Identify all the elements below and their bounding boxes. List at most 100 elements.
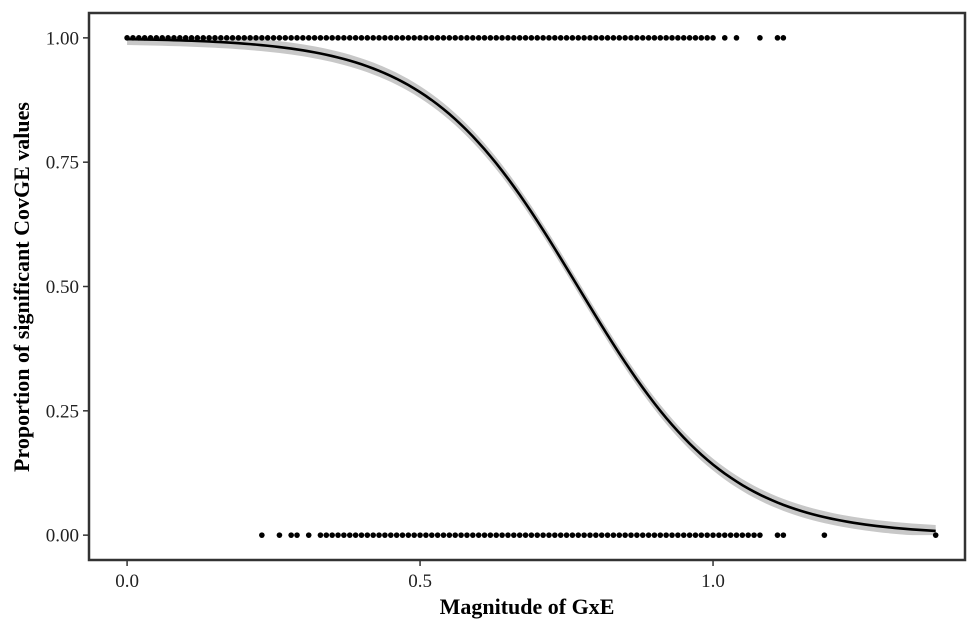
- data-point: [417, 35, 423, 41]
- data-point: [634, 35, 640, 41]
- data-point: [692, 35, 699, 41]
- y-tick-label: 0.75: [46, 153, 79, 174]
- data-point: [780, 532, 787, 538]
- data-point: [698, 35, 705, 41]
- data-point: [657, 532, 664, 538]
- data-point: [487, 35, 494, 41]
- data-point: [751, 532, 757, 538]
- data-point: [294, 35, 300, 41]
- data-point: [229, 35, 236, 41]
- x-axis: 0.0 0.5 1.0: [115, 560, 725, 592]
- data-point: [446, 532, 453, 538]
- data-point: [622, 532, 628, 538]
- data-point: [270, 35, 277, 41]
- data-point: [516, 35, 523, 41]
- fit-curve: [127, 37, 936, 533]
- data-point: [434, 532, 441, 538]
- data-point: [452, 35, 459, 41]
- data-point: [774, 532, 781, 538]
- data-point: [329, 35, 335, 41]
- data-point: [780, 35, 787, 41]
- data-point: [616, 532, 623, 538]
- data-point: [639, 35, 646, 41]
- data-point: [276, 532, 283, 538]
- y-tick-label: 0.50: [46, 277, 79, 298]
- data-point: [563, 532, 570, 538]
- data-point: [727, 532, 734, 538]
- data-point: [540, 35, 546, 41]
- data-point: [739, 532, 746, 538]
- data-point: [581, 35, 587, 41]
- y-tick-label: 1.00: [46, 28, 79, 49]
- data-point: [276, 35, 283, 41]
- data-point: [305, 532, 312, 538]
- data-point: [593, 35, 599, 41]
- data-point: [552, 532, 558, 538]
- data-point: [382, 532, 388, 538]
- data-point: [587, 532, 593, 538]
- data-point: [552, 35, 558, 41]
- data-point: [710, 532, 716, 538]
- y-axis-title: Proportion of significant CovGE values: [9, 102, 34, 472]
- data-point: [651, 532, 658, 538]
- data-point: [534, 532, 541, 538]
- data-point: [393, 35, 400, 41]
- data-point: [335, 532, 341, 538]
- data-point: [288, 35, 294, 41]
- data-point: [323, 35, 330, 41]
- data-point: [341, 35, 347, 41]
- data-point: [481, 35, 488, 41]
- data-point: [932, 532, 939, 538]
- data-point: [557, 35, 564, 41]
- data-point: [335, 35, 341, 41]
- data-point: [434, 35, 441, 41]
- data-point: [628, 532, 634, 538]
- data-point: [370, 532, 376, 538]
- data-point: [475, 35, 482, 41]
- data-point: [464, 35, 470, 41]
- data-point: [598, 35, 605, 41]
- data-point: [733, 532, 740, 538]
- data-point: [300, 35, 306, 41]
- data-point: [669, 35, 675, 41]
- data-point: [346, 532, 353, 538]
- data-point: [264, 35, 271, 41]
- data-point: [493, 35, 500, 41]
- data-point: [235, 35, 242, 41]
- data-point: [569, 532, 576, 538]
- data-point: [704, 532, 710, 538]
- data-point: [593, 532, 599, 538]
- data-point: [680, 35, 687, 41]
- data-point: [581, 532, 587, 538]
- data-point: [288, 532, 294, 538]
- data-point: [733, 35, 740, 41]
- y-axis: 0.00 0.25 0.50 0.75 1.00: [46, 28, 89, 547]
- data-point: [505, 35, 511, 41]
- x-tick-label: 1.0: [701, 571, 725, 592]
- data-point: [352, 35, 359, 41]
- data-point: [423, 35, 429, 41]
- data-point: [575, 35, 582, 41]
- data-point: [557, 532, 564, 538]
- data-point: [634, 532, 640, 538]
- data-point: [680, 532, 687, 538]
- data-point: [639, 532, 646, 538]
- data-point: [452, 532, 459, 538]
- data-point: [616, 35, 623, 41]
- data-point: [645, 532, 652, 538]
- data-point: [364, 532, 371, 538]
- data-point: [528, 532, 535, 538]
- data-point: [428, 532, 435, 538]
- data-point: [745, 532, 751, 538]
- data-point: [311, 35, 318, 41]
- data-point: [757, 532, 763, 538]
- data-point: [376, 532, 382, 538]
- data-point: [569, 35, 576, 41]
- data-point: [405, 35, 412, 41]
- data-point: [428, 35, 435, 41]
- logistic-fit-line: [127, 37, 936, 533]
- data-point: [382, 35, 388, 41]
- data-point: [317, 532, 324, 538]
- data-point: [247, 35, 253, 41]
